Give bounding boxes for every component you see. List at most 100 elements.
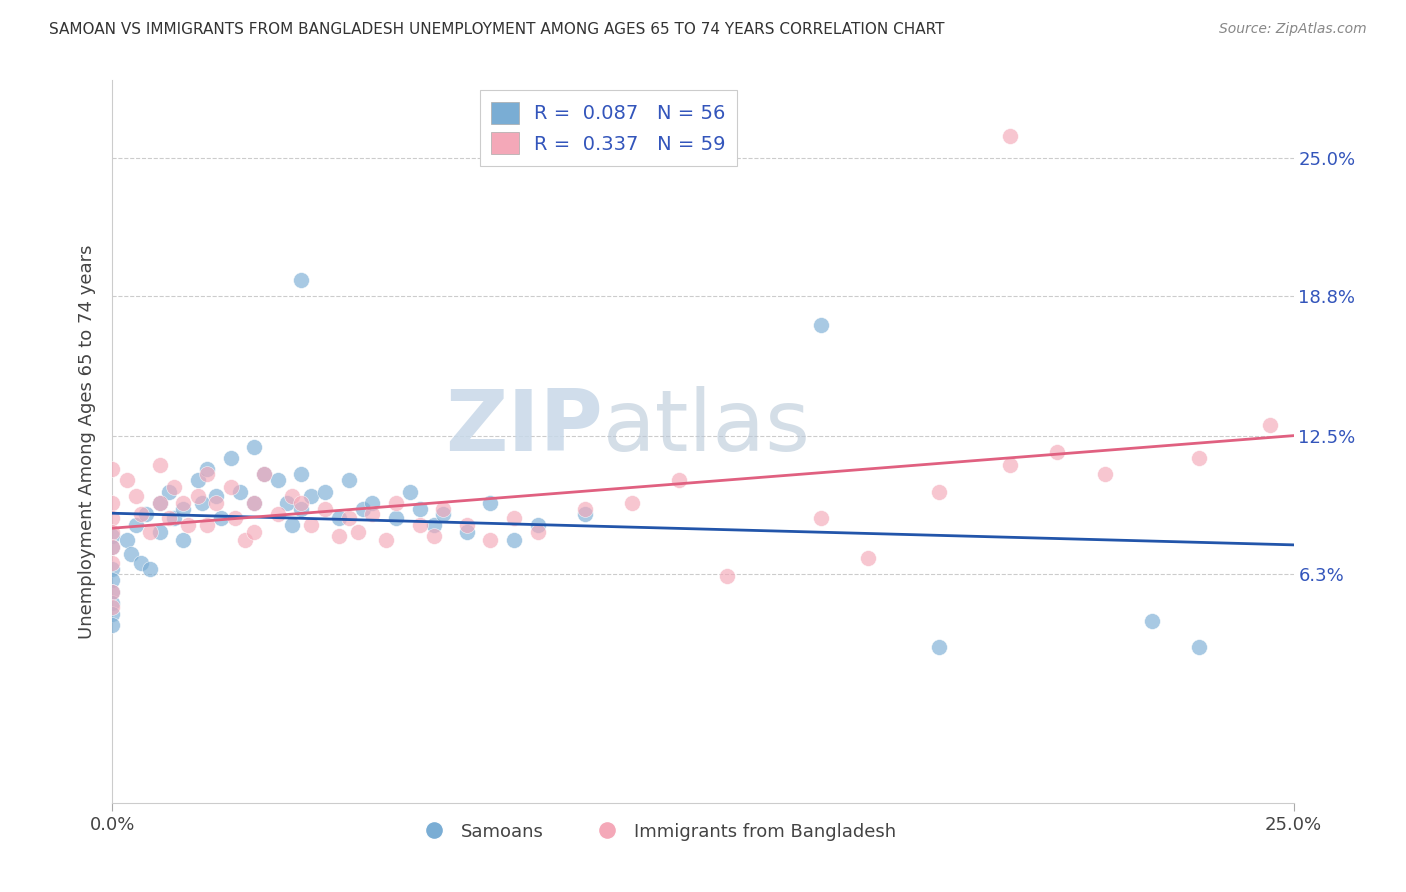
Point xyxy=(267,474,290,488)
Point xyxy=(205,489,228,503)
Point xyxy=(276,496,298,510)
Point xyxy=(101,524,124,539)
Point xyxy=(1188,451,1211,466)
Point xyxy=(163,480,186,494)
Point xyxy=(408,517,430,532)
Point xyxy=(290,502,312,516)
Point xyxy=(219,480,242,494)
Point xyxy=(101,574,124,588)
Point xyxy=(290,496,312,510)
Point xyxy=(408,502,430,516)
Point xyxy=(1046,444,1069,458)
Point xyxy=(385,511,408,525)
Point xyxy=(186,474,208,488)
Point xyxy=(503,533,526,548)
Point xyxy=(361,496,384,510)
Point xyxy=(115,533,138,548)
Point xyxy=(337,511,360,525)
Text: SAMOAN VS IMMIGRANTS FROM BANGLADESH UNEMPLOYMENT AMONG AGES 65 TO 74 YEARS CORR: SAMOAN VS IMMIGRANTS FROM BANGLADESH UNE… xyxy=(49,22,945,37)
Point xyxy=(422,517,444,532)
Point xyxy=(191,496,214,510)
Point xyxy=(101,462,124,476)
Point xyxy=(314,502,336,516)
Point xyxy=(149,524,172,539)
Point xyxy=(526,517,548,532)
Text: ZIP: ZIP xyxy=(444,385,603,468)
Point xyxy=(101,584,124,599)
Point xyxy=(101,596,124,610)
Point xyxy=(219,451,242,466)
Point xyxy=(621,496,644,510)
Text: atlas: atlas xyxy=(603,385,811,468)
Point xyxy=(479,533,502,548)
Point xyxy=(810,318,832,332)
Point xyxy=(998,458,1021,472)
Point xyxy=(149,496,172,510)
Text: Source: ZipAtlas.com: Source: ZipAtlas.com xyxy=(1219,22,1367,37)
Point xyxy=(574,502,596,516)
Point xyxy=(125,489,148,503)
Point xyxy=(456,517,478,532)
Point xyxy=(163,511,186,525)
Point xyxy=(716,569,738,583)
Point xyxy=(998,128,1021,143)
Point xyxy=(347,524,370,539)
Point xyxy=(328,529,350,543)
Point xyxy=(115,474,138,488)
Point xyxy=(195,517,218,532)
Point xyxy=(1094,467,1116,481)
Y-axis label: Unemployment Among Ages 65 to 74 years: Unemployment Among Ages 65 to 74 years xyxy=(77,244,96,639)
Point xyxy=(172,502,194,516)
Point xyxy=(129,507,152,521)
Point xyxy=(157,511,180,525)
Point xyxy=(229,484,252,499)
Point xyxy=(281,517,304,532)
Point xyxy=(399,484,422,499)
Point xyxy=(125,517,148,532)
Point xyxy=(101,529,124,543)
Point xyxy=(432,507,454,521)
Point xyxy=(290,273,312,287)
Point xyxy=(243,524,266,539)
Point xyxy=(810,511,832,525)
Point xyxy=(243,440,266,454)
Point xyxy=(479,496,502,510)
Point xyxy=(101,607,124,621)
Point xyxy=(149,458,172,472)
Point xyxy=(267,507,290,521)
Point xyxy=(290,467,312,481)
Point xyxy=(337,474,360,488)
Point xyxy=(139,562,162,576)
Point xyxy=(526,524,548,539)
Point xyxy=(328,511,350,525)
Point xyxy=(432,502,454,516)
Point xyxy=(101,618,124,632)
Point xyxy=(928,484,950,499)
Point xyxy=(224,511,246,525)
Point xyxy=(299,489,322,503)
Point xyxy=(209,511,232,525)
Point xyxy=(195,467,218,481)
Legend: Samoans, Immigrants from Bangladesh: Samoans, Immigrants from Bangladesh xyxy=(408,815,903,848)
Point xyxy=(574,507,596,521)
Point xyxy=(101,511,124,525)
Point xyxy=(1140,614,1163,628)
Point xyxy=(157,484,180,499)
Point xyxy=(120,547,142,561)
Point xyxy=(352,502,374,516)
Point xyxy=(177,517,200,532)
Point xyxy=(299,517,322,532)
Point xyxy=(172,496,194,510)
Point xyxy=(172,533,194,548)
Point xyxy=(101,584,124,599)
Point xyxy=(385,496,408,510)
Point xyxy=(135,507,157,521)
Point xyxy=(253,467,276,481)
Point xyxy=(858,551,880,566)
Point xyxy=(233,533,256,548)
Point xyxy=(101,496,124,510)
Point xyxy=(243,496,266,510)
Point xyxy=(101,540,124,554)
Point xyxy=(139,524,162,539)
Point xyxy=(1258,417,1281,432)
